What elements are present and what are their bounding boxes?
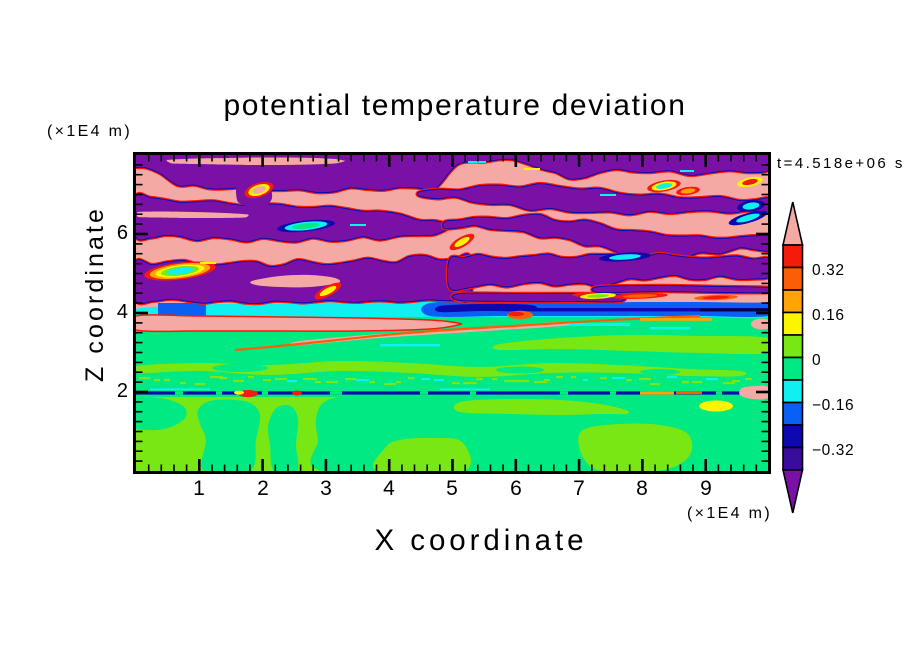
- svg-text:X coordinate: X coordinate: [374, 524, 587, 557]
- svg-text:t=4.518e+06 s: t=4.518e+06 s: [777, 155, 904, 172]
- svg-text:8: 8: [636, 477, 648, 500]
- svg-text:1: 1: [193, 477, 205, 500]
- svg-text:2: 2: [257, 477, 269, 500]
- svg-text:(×1E4 m): (×1E4 m): [47, 123, 132, 140]
- svg-text:3: 3: [320, 477, 332, 500]
- svg-text:0.32: 0.32: [812, 262, 845, 279]
- svg-text:0: 0: [812, 352, 821, 369]
- svg-text:Z coordinate: Z coordinate: [81, 206, 109, 382]
- svg-text:0.16: 0.16: [812, 307, 845, 324]
- svg-text:5: 5: [446, 477, 458, 500]
- svg-text:2: 2: [117, 380, 128, 402]
- svg-text:4: 4: [383, 477, 395, 500]
- svg-text:−0.32: −0.32: [812, 442, 854, 459]
- svg-text:7: 7: [573, 477, 585, 500]
- svg-text:(×1E4 m): (×1E4 m): [687, 505, 772, 522]
- svg-text:potential temperature deviatio: potential temperature deviation: [223, 89, 686, 122]
- svg-text:−0.16: −0.16: [812, 397, 854, 414]
- svg-text:6: 6: [510, 477, 522, 500]
- svg-text:4: 4: [117, 301, 128, 323]
- svg-text:9: 9: [700, 477, 712, 500]
- svg-text:6: 6: [117, 222, 128, 244]
